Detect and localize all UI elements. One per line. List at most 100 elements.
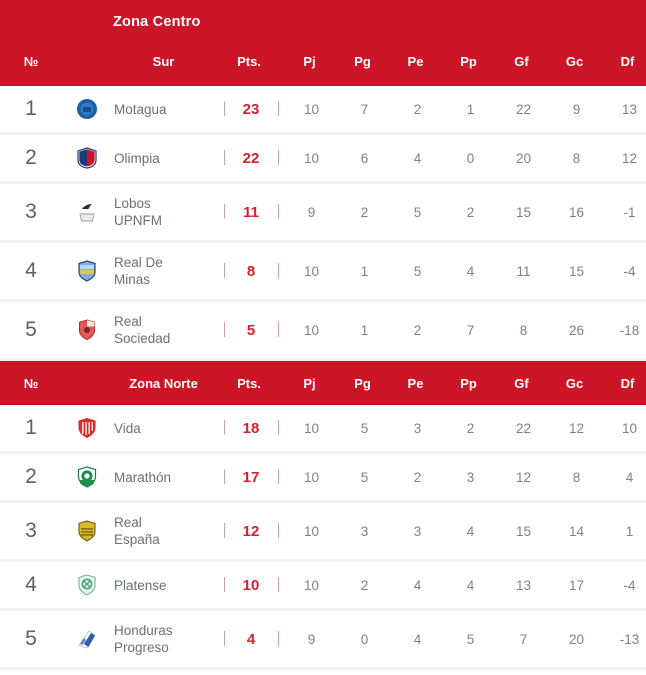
row-pe: 4 — [413, 577, 422, 593]
row-pp: 5 — [466, 631, 475, 647]
divider-before-pts — [217, 321, 231, 339]
row-df: 13 — [621, 101, 638, 117]
olimpia-crest — [62, 147, 112, 169]
row-gc: 17 — [568, 577, 585, 593]
table-row[interactable]: 5 Real Sociedad 5 10 1 2 7 8 26 -18 — [0, 302, 646, 361]
row-pg: 1 — [360, 322, 369, 338]
row-gc: 14 — [568, 523, 585, 539]
row-pp: 4 — [466, 577, 475, 593]
row-gc: 12 — [568, 420, 585, 436]
column-header-row: № Zona Norte Pts. Pj Pg Pe Pp Gf Gc Df — [0, 366, 646, 400]
row-team-name[interactable]: Vida — [114, 420, 141, 436]
table-row[interactable]: 5 Honduras Progreso 4 9 0 4 5 7 20 -13 — [0, 611, 646, 670]
row-points: 8 — [246, 262, 256, 280]
row-pj: 10 — [303, 263, 320, 279]
row-pj: 9 — [307, 631, 316, 647]
row-gf: 15 — [515, 523, 532, 539]
column-header-pg: Pg — [354, 53, 371, 69]
column-header-pp: Pp — [460, 53, 477, 69]
row-team-name[interactable]: Platense — [114, 577, 167, 593]
row-df: -13 — [619, 631, 640, 647]
row-df: -18 — [619, 322, 640, 338]
marathon-crest — [62, 466, 112, 488]
table-row[interactable]: 3 Real España 12 10 3 3 4 15 14 1 — [0, 503, 646, 562]
table-row[interactable]: 2 Olimpia 22 10 6 4 0 20 8 12 — [0, 135, 646, 184]
column-header-pe: Pe — [407, 53, 424, 69]
row-pj: 10 — [303, 577, 320, 593]
divider-before-pts — [217, 468, 231, 486]
divider-before-pts — [217, 630, 231, 648]
row-pe: 2 — [413, 322, 422, 338]
row-df: -4 — [623, 263, 636, 279]
row-pg: 0 — [360, 631, 369, 647]
table-row[interactable]: 4 Platense 10 10 2 4 4 13 17 -4 — [0, 562, 646, 611]
divider-after-pts — [271, 468, 285, 486]
row-team-name[interactable]: Olimpia — [114, 150, 160, 166]
row-pe: 2 — [413, 469, 422, 485]
row-gf: 20 — [515, 150, 532, 166]
table-row[interactable]: 4 Real De Minas 8 10 1 5 4 11 15 -4 — [0, 243, 646, 302]
row-rank: 2 — [25, 465, 37, 488]
row-pe: 3 — [413, 523, 422, 539]
row-pp: 4 — [466, 263, 475, 279]
row-team-name[interactable]: Lobos UPNFM — [114, 196, 162, 228]
row-pj: 10 — [303, 322, 320, 338]
row-team-name[interactable]: Real España — [114, 515, 160, 547]
row-pe: 3 — [413, 420, 422, 436]
row-team-name[interactable]: Real De Minas — [114, 255, 163, 287]
row-gf: 12 — [515, 469, 532, 485]
column-header-pts: Pts. — [237, 53, 261, 69]
divider-after-pts — [271, 522, 285, 540]
divider-after-pts — [271, 262, 285, 280]
column-header-rank: № — [23, 53, 39, 69]
row-pg: 6 — [360, 150, 369, 166]
divider-before-pts — [217, 203, 231, 221]
row-pg: 2 — [360, 577, 369, 593]
row-pj: 10 — [303, 469, 320, 485]
row-df: 1 — [625, 523, 634, 539]
row-points: 11 — [243, 203, 259, 221]
table-row[interactable]: 1 Motagua 23 10 7 2 1 22 9 13 — [0, 86, 646, 135]
row-gc: 9 — [572, 101, 581, 117]
row-team-name[interactable]: Real Sociedad — [114, 314, 171, 346]
row-gc: 26 — [568, 322, 585, 338]
row-pe: 4 — [413, 631, 422, 647]
divider-after-pts — [271, 100, 285, 118]
row-pp: 2 — [466, 420, 475, 436]
row-points: 4 — [246, 630, 256, 648]
table-row[interactable]: 1 Vida 18 10 5 3 2 22 12 10 — [0, 405, 646, 454]
row-team-name[interactable]: Marathón — [114, 469, 172, 485]
divider-before-pts — [217, 149, 231, 167]
real-espana-crest — [62, 520, 112, 542]
row-pp: 1 — [466, 101, 475, 117]
column-header-gf: Gf — [514, 53, 529, 69]
column-header-pj: Pj — [303, 53, 316, 69]
table-row[interactable]: 3 Lobos UPNFM 11 9 2 5 2 15 16 -1 — [0, 184, 646, 243]
row-gf: 11 — [516, 263, 531, 279]
row-points: 10 — [242, 576, 260, 594]
row-df: 10 — [621, 420, 638, 436]
row-pp: 7 — [466, 322, 475, 338]
column-header-gc: Gc — [565, 53, 584, 69]
row-gf: 7 — [519, 631, 528, 647]
divider-after-pts — [271, 576, 285, 594]
honduras-progreso-crest — [62, 628, 112, 650]
divider-after-pts — [271, 203, 285, 221]
row-df: 12 — [621, 150, 638, 166]
row-rank: 3 — [25, 200, 37, 223]
standings-body-2: 1 Vida 18 10 5 3 2 22 12 10 2 Marathón 17 10 5 2 3 12 8 4 3 R… — [0, 405, 646, 670]
row-pj: 10 — [303, 101, 320, 117]
row-team-name[interactable]: Motagua — [114, 101, 167, 117]
lobos-upnfm-crest — [62, 201, 112, 223]
row-rank: 3 — [25, 519, 37, 542]
table-row[interactable]: 2 Marathón 17 10 5 2 3 12 8 4 — [0, 454, 646, 503]
column-header-team: Zona Norte — [129, 375, 198, 391]
row-points: 23 — [242, 100, 260, 118]
column-header-pp: Pp — [460, 375, 477, 391]
standings-header-1: Zona Centro № Sur Pts. Pj Pg Pe Pp Gf Gc Df — [0, 0, 646, 86]
divider-after-pts — [271, 419, 285, 437]
row-points: 22 — [242, 149, 260, 167]
row-team-name[interactable]: Honduras Progreso — [114, 623, 173, 655]
